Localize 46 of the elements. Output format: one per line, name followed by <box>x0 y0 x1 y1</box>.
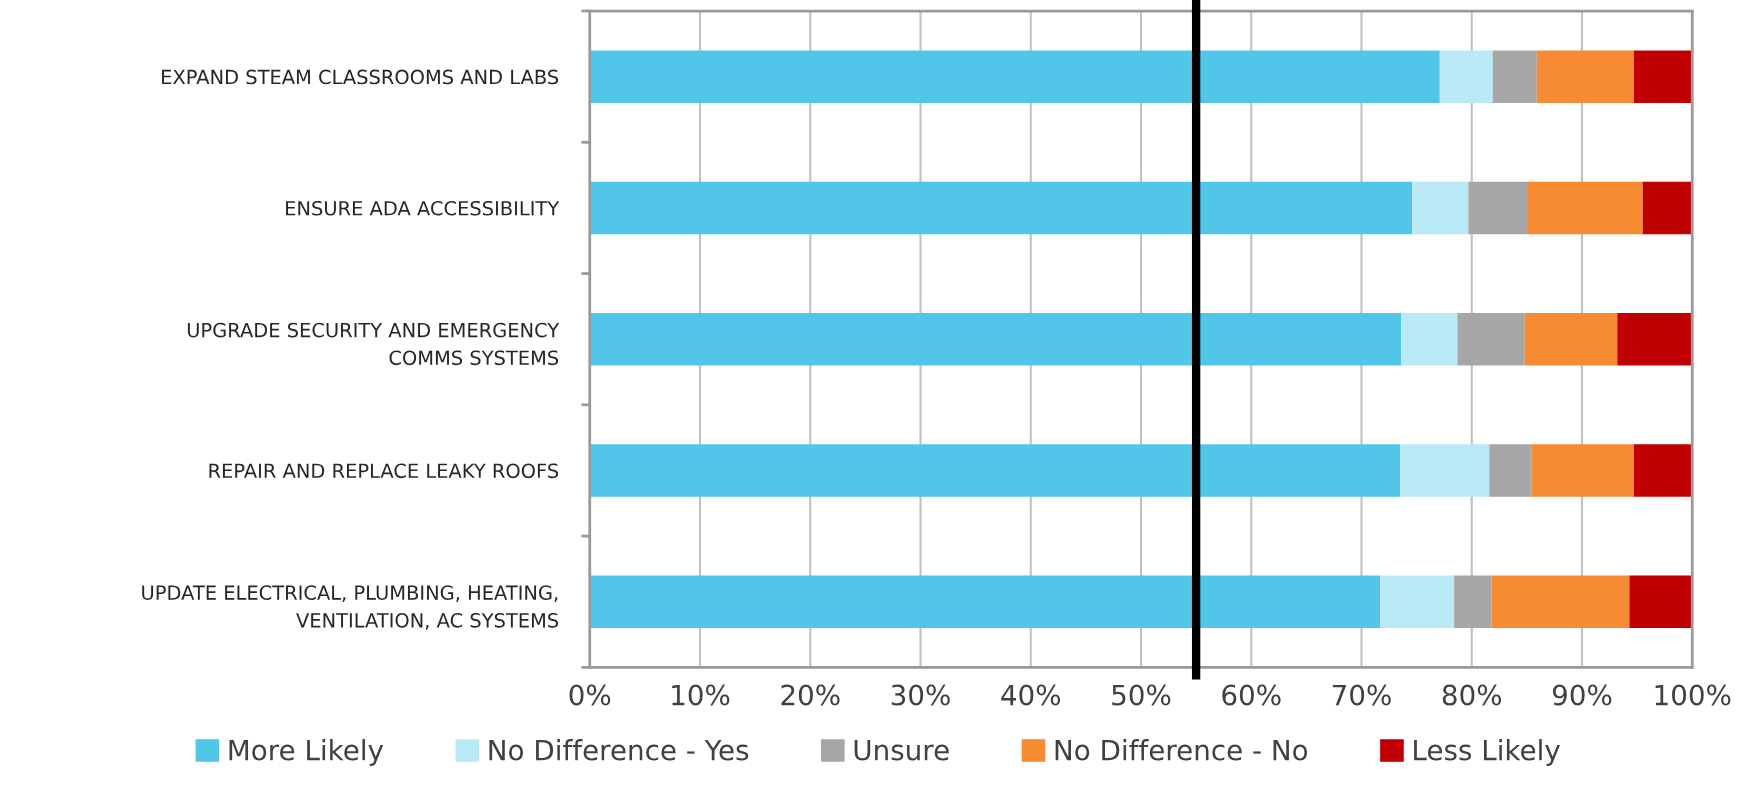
y-tick-label: ENSURE ADA ACCESSIBILITY <box>286 200 560 216</box>
bar <box>1454 575 1492 628</box>
x-tick-label: 70% <box>1332 684 1391 706</box>
bar <box>1527 181 1643 235</box>
x-tick-label: 10% <box>672 684 730 706</box>
bar <box>1468 181 1528 235</box>
x-tick-label: 20% <box>781 684 840 706</box>
bar <box>1531 444 1634 497</box>
bar <box>1492 50 1537 103</box>
bar <box>589 444 1401 497</box>
bar <box>589 312 1402 366</box>
legend-label: More Likely <box>229 739 384 766</box>
bar <box>1412 181 1469 235</box>
bar <box>1633 50 1693 103</box>
x-tick-label: 50% <box>1112 684 1171 706</box>
legend-label: No Difference - No <box>1055 739 1308 761</box>
bar <box>1439 50 1493 103</box>
y-tick-label: UPGRADE SECURITY AND EMERGENCY COMMS SYSTEMS <box>187 322 560 366</box>
x-tick-label: 60% <box>1222 684 1281 706</box>
bar <box>1491 575 1630 628</box>
legend-label: No Difference - Yes <box>489 739 749 761</box>
bar <box>589 50 1440 103</box>
legend-label: Less Likely <box>1414 739 1560 766</box>
y-tick-label: REPAIR AND REPLACE LEAKY ROOFS <box>209 463 559 479</box>
bar <box>1536 50 1634 103</box>
bar <box>1401 312 1458 366</box>
bar <box>1400 444 1490 497</box>
x-tick-label: 90% <box>1552 684 1612 706</box>
y-tick-label: UPDATE ELECTRICAL, PLUMBING, HEATING, VENTILATION, AC SYSTEMS <box>142 585 559 630</box>
bar <box>1380 575 1455 628</box>
y-tick-label: EXPAND STEAM CLASSROOMS AND LABS <box>162 69 559 85</box>
x-tick-label: 80% <box>1442 684 1502 706</box>
bar <box>1617 312 1693 366</box>
bar <box>1642 181 1693 235</box>
bar <box>1524 312 1618 366</box>
x-tick-label: 0% <box>569 684 611 706</box>
bar <box>1633 444 1693 497</box>
bar <box>589 575 1381 628</box>
bar <box>1629 575 1693 628</box>
bar <box>589 181 1413 235</box>
bar <box>1489 444 1532 497</box>
legend-label: Unsure <box>854 739 949 761</box>
x-tick-label: 40% <box>1001 684 1061 706</box>
x-tick-label: 100% <box>1655 684 1731 706</box>
bar <box>1457 312 1525 366</box>
x-tick-label: 30% <box>891 684 950 706</box>
